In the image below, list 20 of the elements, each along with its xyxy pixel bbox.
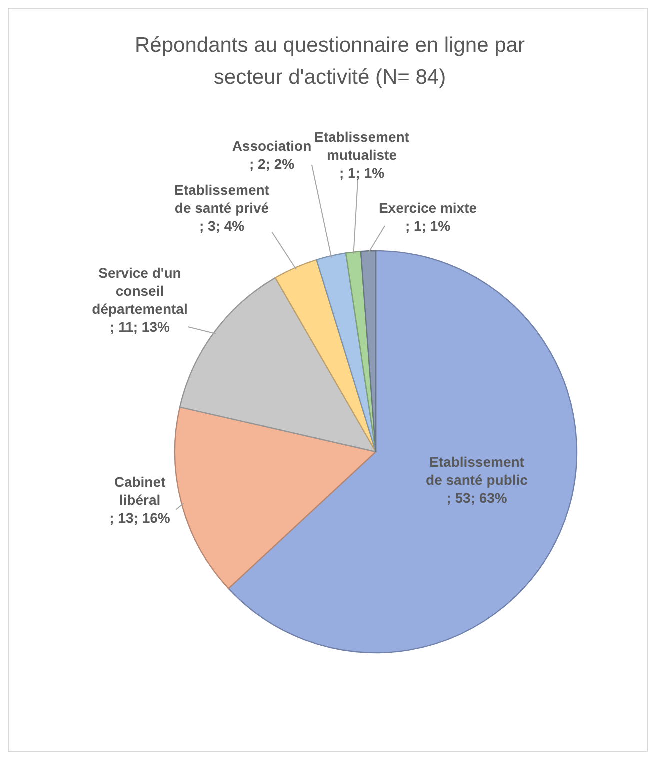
data-label: ; 1; 1% bbox=[405, 218, 452, 234]
slice-label: Cabinet libéral bbox=[114, 474, 166, 508]
data-label: ; 11; 13% bbox=[110, 319, 171, 335]
pie-slice bbox=[174, 406, 377, 590]
slice-label: Etablissement de santé public bbox=[426, 454, 528, 488]
chart-title: Répondants au questionnaire en ligne par secteur d'activité (N= 84) bbox=[135, 34, 525, 89]
data-label: ; 13; 16% bbox=[110, 510, 171, 526]
pie-slice bbox=[274, 259, 377, 453]
slice-label: Etablissement mutualiste bbox=[314, 129, 410, 163]
data-label: ; 1; 1% bbox=[339, 165, 386, 181]
pie-slice bbox=[316, 252, 377, 453]
pie-slice bbox=[360, 250, 377, 453]
slice-label: Exercice mixte bbox=[378, 200, 478, 216]
slice-label: Etablissement de santé privé bbox=[174, 182, 270, 216]
data-label: ; 3; 4% bbox=[199, 218, 246, 234]
slice-label: Service d'un conseil départemental bbox=[92, 265, 188, 317]
slice-label: Association bbox=[232, 138, 312, 154]
data-label: ; 53; 63% bbox=[446, 490, 508, 506]
data-label: ; 2; 2% bbox=[249, 156, 296, 172]
pie-slice bbox=[228, 250, 578, 654]
